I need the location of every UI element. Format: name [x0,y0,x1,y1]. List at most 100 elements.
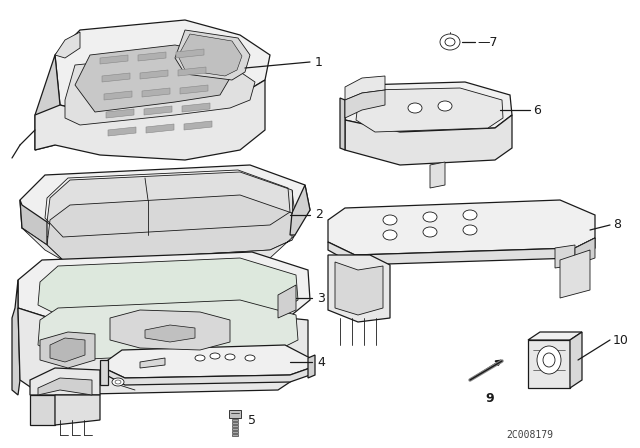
Polygon shape [30,395,55,425]
Ellipse shape [383,230,397,240]
Polygon shape [108,345,310,378]
Ellipse shape [543,353,555,367]
Polygon shape [528,332,582,340]
Polygon shape [38,300,298,360]
Ellipse shape [210,353,220,359]
Text: 8: 8 [613,219,621,232]
Ellipse shape [537,346,561,374]
Polygon shape [65,55,255,125]
Polygon shape [142,88,170,97]
Polygon shape [38,378,92,395]
Polygon shape [328,255,390,322]
Ellipse shape [112,378,124,386]
Text: —7: —7 [477,35,497,48]
Polygon shape [175,30,250,80]
Polygon shape [22,228,295,270]
Polygon shape [100,55,128,64]
Polygon shape [20,200,47,245]
Polygon shape [100,360,108,385]
Polygon shape [145,325,195,342]
Polygon shape [328,200,595,255]
Polygon shape [75,45,230,112]
Text: 1: 1 [315,56,323,69]
Polygon shape [140,358,165,368]
Polygon shape [55,20,270,115]
Polygon shape [18,308,308,395]
Text: 5: 5 [248,414,256,426]
Polygon shape [232,419,238,421]
Polygon shape [340,98,345,150]
Polygon shape [146,124,174,133]
Ellipse shape [440,34,460,50]
Polygon shape [560,250,590,298]
Polygon shape [110,310,230,350]
Ellipse shape [445,38,455,46]
Polygon shape [232,428,238,430]
Polygon shape [140,70,168,79]
Polygon shape [345,90,385,118]
Polygon shape [232,434,238,436]
Polygon shape [18,252,310,327]
Polygon shape [104,91,132,100]
Ellipse shape [195,355,205,361]
Polygon shape [278,285,296,318]
Text: 4: 4 [317,356,325,369]
Polygon shape [20,165,310,248]
Polygon shape [108,368,310,385]
Polygon shape [106,109,134,118]
Ellipse shape [423,212,437,222]
Text: 9: 9 [486,392,494,405]
Ellipse shape [438,101,452,111]
Polygon shape [232,431,238,433]
Polygon shape [184,121,212,130]
Polygon shape [178,67,206,76]
Polygon shape [232,422,238,424]
Text: 2C008179: 2C008179 [506,430,554,440]
Polygon shape [176,49,204,58]
Ellipse shape [408,103,422,113]
Polygon shape [345,115,512,165]
Polygon shape [102,73,130,82]
Polygon shape [38,258,298,320]
Ellipse shape [383,215,397,225]
Polygon shape [55,32,80,58]
Polygon shape [35,55,60,150]
Ellipse shape [115,380,121,384]
Polygon shape [290,185,310,235]
Polygon shape [229,410,241,418]
Polygon shape [47,172,295,240]
Text: 6: 6 [533,103,541,116]
Polygon shape [570,332,582,388]
Polygon shape [345,82,512,132]
Polygon shape [50,338,85,362]
Polygon shape [328,238,595,265]
Polygon shape [555,245,575,268]
Polygon shape [138,52,166,61]
Polygon shape [40,332,95,368]
Polygon shape [356,88,503,132]
Polygon shape [30,368,100,395]
Text: 10: 10 [613,333,629,346]
Ellipse shape [463,210,477,220]
Polygon shape [232,425,238,427]
Ellipse shape [225,354,235,360]
Polygon shape [144,106,172,115]
Text: 3: 3 [317,292,325,305]
Polygon shape [180,85,208,94]
Ellipse shape [463,225,477,235]
Polygon shape [345,76,385,100]
Polygon shape [12,280,20,395]
Polygon shape [178,34,242,76]
Ellipse shape [423,227,437,237]
Polygon shape [528,340,570,388]
Polygon shape [47,195,292,262]
Polygon shape [308,355,315,378]
Polygon shape [55,395,100,425]
Polygon shape [575,238,595,265]
Ellipse shape [245,355,255,361]
Polygon shape [335,262,383,315]
Polygon shape [108,127,136,136]
Polygon shape [182,103,210,112]
Polygon shape [35,80,265,160]
Polygon shape [430,162,445,188]
